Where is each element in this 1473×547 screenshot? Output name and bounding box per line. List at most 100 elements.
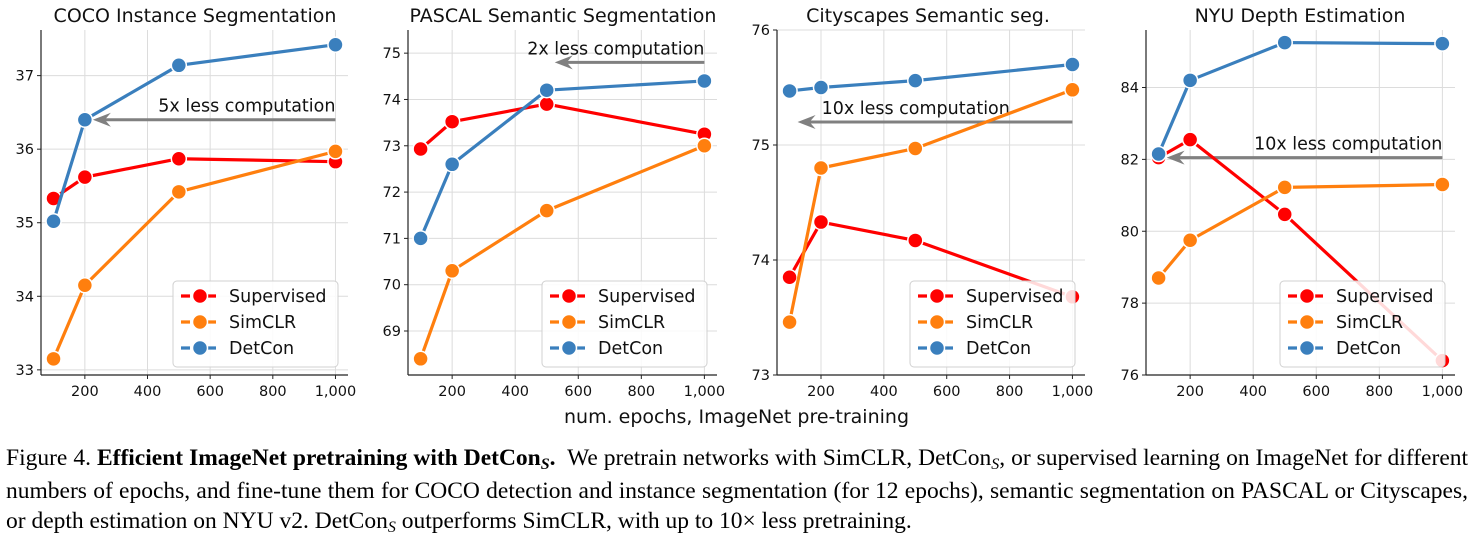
annotation-arrow-head xyxy=(554,55,573,70)
legend-item-detcon: DetCon xyxy=(550,339,663,359)
data-point-detcon xyxy=(1181,72,1199,89)
data-point-detcon xyxy=(1434,35,1451,52)
series-line-simclr xyxy=(52,149,336,360)
data-point-detcon xyxy=(781,82,798,100)
legend-box xyxy=(172,280,339,368)
data-point-detcon xyxy=(1064,56,1081,73)
x-tick-label: 1,000 xyxy=(684,384,726,400)
legend-item-detcon: DetCon xyxy=(1288,339,1401,359)
figure: COCO Instance Segmentation 200 400 600 800 1,… xyxy=(16,5,1464,400)
y-tick-label: 75 xyxy=(752,138,770,154)
legend-marker-detcon xyxy=(1298,339,1316,357)
data-point-simclr xyxy=(1276,179,1293,196)
legend-label-simclr: SimCLR xyxy=(598,313,665,333)
x-tick-label: 1,000 xyxy=(1052,384,1094,400)
legend-label-detcon: DetCon xyxy=(966,339,1031,359)
annotation-text: 5x less computation xyxy=(158,97,335,117)
legend-marker-simclr xyxy=(928,313,946,331)
legend-label-detcon: DetCon xyxy=(1336,339,1401,359)
data-point-detcon xyxy=(907,72,924,89)
legend-item-supervised: Supervised xyxy=(181,287,326,307)
annotation-text: 10x less computation xyxy=(1254,135,1442,155)
y-tick-label: 73 xyxy=(383,139,401,155)
x-tick-label: 600 xyxy=(1302,384,1330,400)
data-point-simclr xyxy=(76,277,94,294)
legend-item-detcon: DetCon xyxy=(918,339,1031,359)
annotation-text: 10x less computation xyxy=(822,99,1010,119)
data-point-supervised xyxy=(412,140,429,158)
legend-label-simclr: SimCLR xyxy=(229,313,296,333)
data-point-detcon xyxy=(538,81,555,99)
legend-marker-detcon xyxy=(560,339,578,357)
legend-item-simclr: SimCLR xyxy=(550,313,665,333)
x-tick-label: 200 xyxy=(807,384,835,400)
y-tick-label: 74 xyxy=(752,253,770,269)
legend-item-simclr: SimCLR xyxy=(181,313,296,333)
annotation-arrow-head xyxy=(1166,150,1185,165)
y-tick-label: 72 xyxy=(383,185,401,201)
series-line-detcon xyxy=(1157,40,1443,155)
legend-label-supervised: Supervised xyxy=(598,287,695,307)
data-point-detcon xyxy=(696,72,713,90)
data-point-simclr xyxy=(412,350,429,368)
charts-svg: COCO Instance Segmentation 200 400 600 800 1,… xyxy=(16,5,1464,400)
x-tick-label: 200 xyxy=(1176,384,1204,400)
chart-panel-3: Cityscapes Semantic seg. 200 400 600 800 1,00… xyxy=(752,5,1094,400)
data-point-simclr xyxy=(170,183,188,201)
legend-marker-detcon xyxy=(928,339,946,357)
data-point-simclr xyxy=(907,140,924,157)
annotation-arrow-head xyxy=(797,115,816,129)
x-tick-label: 800 xyxy=(627,384,655,400)
chart-panel-2: PASCAL Semantic Segmentation 200 400 600 800… xyxy=(383,5,726,400)
x-tick-label: 200 xyxy=(438,384,466,400)
data-point-detcon xyxy=(170,57,188,74)
data-point-detcon xyxy=(412,230,429,247)
data-point-simclr xyxy=(1181,231,1199,249)
legend-marker-detcon xyxy=(191,339,209,357)
annotation-arrow-head xyxy=(92,112,111,127)
caption-subscript-2: S xyxy=(387,519,396,536)
data-point-supervised xyxy=(170,150,188,167)
data-point-detcon xyxy=(76,111,94,128)
legend-marker-supervised xyxy=(1298,287,1316,305)
legend-item-supervised: Supervised xyxy=(1288,287,1433,307)
y-tick-label: 69 xyxy=(383,324,401,340)
y-tick-label: 75 xyxy=(383,46,401,62)
caption-text-3: outperforms SimCLR, with up to 10× less … xyxy=(395,508,912,534)
data-point-supervised xyxy=(76,168,94,186)
data-point-supervised xyxy=(812,213,830,231)
data-point-detcon xyxy=(443,156,461,173)
y-tick-label: 74 xyxy=(383,92,401,108)
chart-title: Cityscapes Semantic seg. xyxy=(806,5,1050,27)
series-line-simclr xyxy=(419,144,705,360)
series-line-simclr xyxy=(788,88,1073,323)
legend: Supervised SimCLR DetCon xyxy=(1279,280,1446,368)
legend-box xyxy=(909,280,1076,368)
legend-box xyxy=(541,280,708,368)
legend-marker-simclr xyxy=(560,313,578,331)
data-point-supervised xyxy=(443,113,461,130)
data-point-detcon xyxy=(45,213,62,230)
caption-bold-title-text: Efficient ImageNet pretraining with DetC… xyxy=(96,445,541,471)
y-tick-label: 71 xyxy=(383,231,401,247)
caption-bold-title: Efficient ImageNet pretraining with DetC… xyxy=(96,445,556,473)
data-point-detcon xyxy=(1150,145,1167,163)
data-point-supervised xyxy=(1276,206,1293,223)
data-point-supervised xyxy=(538,95,555,113)
data-point-simclr xyxy=(45,350,62,368)
legend-item-supervised: Supervised xyxy=(550,287,695,307)
legend-item-detcon: DetCon xyxy=(181,339,294,359)
x-tick-label: 1,000 xyxy=(315,384,357,400)
chart-title: NYU Depth Estimation xyxy=(1195,5,1406,27)
legend-label-detcon: DetCon xyxy=(598,339,663,359)
data-point-simclr xyxy=(538,202,555,219)
data-point-simclr xyxy=(1064,81,1081,99)
legend-label-detcon: DetCon xyxy=(229,339,294,359)
legend-marker-supervised xyxy=(560,287,578,305)
legend: Supervised SimCLR DetCon xyxy=(909,280,1076,368)
data-point-simclr xyxy=(1150,269,1167,287)
chart-panel-4: NYU Depth Estimation 200 400 600 800 1,000 76 7… xyxy=(1121,5,1464,400)
series-line-detcon xyxy=(419,79,705,240)
y-tick-label: 80 xyxy=(1121,224,1139,240)
data-point-supervised xyxy=(907,232,924,249)
